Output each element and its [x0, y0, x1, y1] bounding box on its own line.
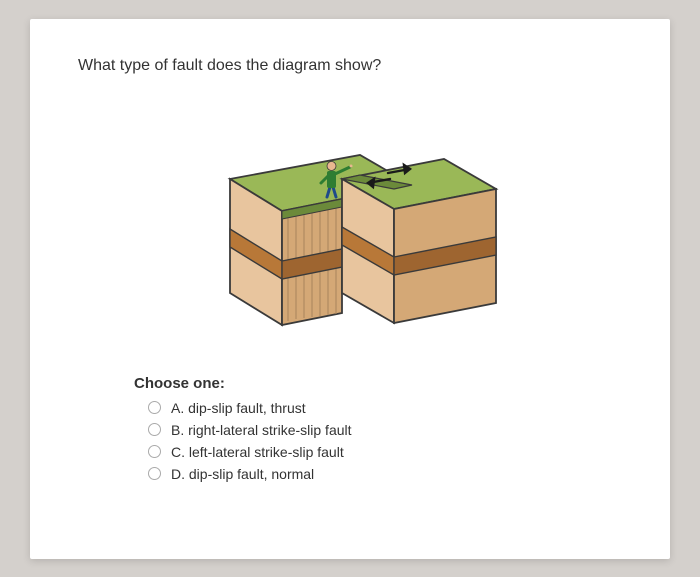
option-letter: B.: [171, 422, 184, 438]
option-text: dip-slip fault, normal: [189, 466, 314, 482]
option-letter: C.: [171, 444, 185, 460]
option-c[interactable]: C. left-lateral strike-slip fault: [148, 444, 622, 460]
option-c-label: C. left-lateral strike-slip fault: [171, 444, 344, 460]
diagram-area: [78, 99, 622, 349]
option-text: right-lateral strike-slip fault: [188, 422, 351, 438]
option-letter: A.: [171, 400, 184, 416]
quiz-card: What type of fault does the diagram show…: [30, 19, 670, 559]
option-text: dip-slip fault, thrust: [188, 400, 306, 416]
fault-diagram: [190, 99, 510, 349]
option-a-label: A. dip-slip fault, thrust: [171, 400, 306, 416]
option-b-label: B. right-lateral strike-slip fault: [171, 422, 352, 438]
options-list: A. dip-slip fault, thrust B. right-later…: [148, 400, 622, 482]
option-a[interactable]: A. dip-slip fault, thrust: [148, 400, 622, 416]
radio-b[interactable]: [148, 423, 161, 436]
option-d-label: D. dip-slip fault, normal: [171, 466, 314, 482]
option-text: left-lateral strike-slip fault: [189, 444, 344, 460]
radio-c[interactable]: [148, 445, 161, 458]
option-b[interactable]: B. right-lateral strike-slip fault: [148, 422, 622, 438]
radio-a[interactable]: [148, 401, 161, 414]
choose-one-label: Choose one:: [134, 375, 622, 392]
option-d[interactable]: D. dip-slip fault, normal: [148, 466, 622, 482]
question-text: What type of fault does the diagram show…: [78, 57, 622, 75]
option-letter: D.: [171, 466, 185, 482]
radio-d[interactable]: [148, 467, 161, 480]
